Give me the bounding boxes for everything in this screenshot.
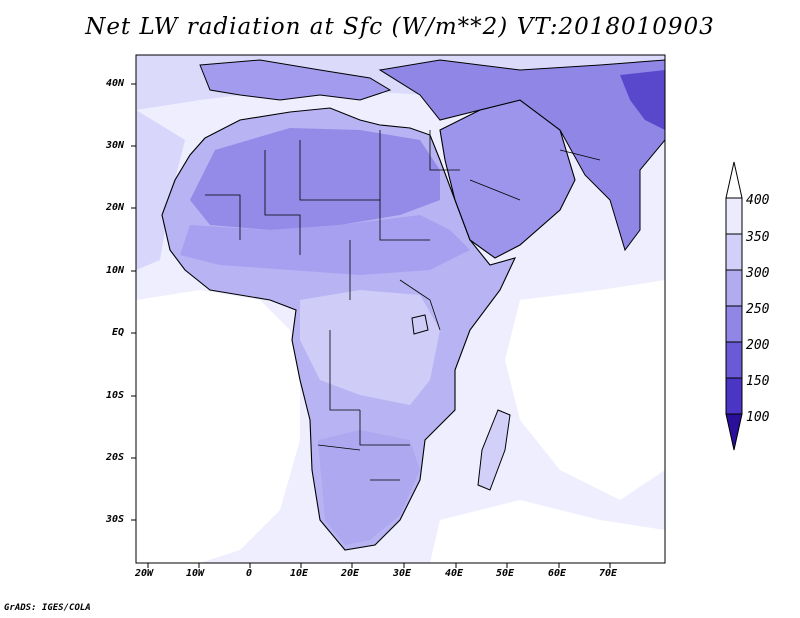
x-tick-label: 50E [496, 568, 515, 579]
colorbar-segment [725, 341, 743, 379]
colorbar-over-arrow [725, 161, 743, 199]
high-flux-zone-south [430, 500, 665, 563]
middle-east-land [378, 59, 665, 252]
colorbar [725, 161, 743, 451]
y-tick-label: 30S [106, 514, 125, 525]
colorbar-label: 400 [746, 193, 770, 208]
map-frame [135, 54, 666, 564]
colorbar-label: 350 [746, 230, 770, 245]
high-flux-zone-indian [505, 280, 665, 500]
y-tick-label: 20S [106, 452, 125, 463]
y-tick-label: 20N [106, 202, 125, 213]
y-tick-label: 40N [106, 78, 125, 89]
central-africa-light [300, 290, 440, 405]
x-tick-label: 60E [548, 568, 567, 579]
colorbar-segment [725, 269, 743, 307]
himalaya-dark [620, 70, 665, 130]
lake-victoria [411, 314, 429, 335]
x-tick-label: 30E [393, 568, 412, 579]
colorbar-label: 100 [746, 410, 770, 425]
colorbar-label: 200 [746, 338, 770, 353]
tick-marks [131, 83, 611, 568]
colorbar-label: 250 [746, 302, 770, 317]
y-tick-label: 30N [106, 140, 125, 151]
europe-land [199, 59, 392, 101]
colorbar-segment [725, 233, 743, 271]
x-tick-label: 10W [186, 568, 205, 579]
x-tick-label: 0 [246, 568, 253, 579]
x-tick-label: 40E [445, 568, 464, 579]
colorbar-under-arrow [725, 413, 743, 451]
sahel-band [180, 215, 470, 275]
madagascar-land [477, 409, 511, 491]
y-tick-label: EQ [112, 327, 125, 338]
map-title: Net LW radiation at Sfc (W/m**2) VT:2018… [85, 14, 715, 40]
footer-credit: GrADS: IGES/COLA [4, 603, 91, 613]
y-tick-label: 10S [106, 390, 125, 401]
colorbar-segment [725, 197, 743, 235]
country-borders [205, 130, 601, 481]
colorbar-segment [725, 377, 743, 415]
southern-africa [318, 430, 420, 545]
y-tick-label: 10N [106, 265, 125, 276]
sahara-desert [190, 128, 440, 230]
x-tick-label: 20W [135, 568, 154, 579]
colorbar-label: 300 [746, 266, 770, 281]
colorbar-label: 150 [746, 374, 770, 389]
high-flux-zone-atlantic [136, 290, 300, 563]
x-tick-label: 10E [290, 568, 309, 579]
x-tick-label: 70E [599, 568, 618, 579]
x-tick-label: 20E [341, 568, 360, 579]
colorbar-segment [725, 305, 743, 343]
west-atlantic-tint [136, 110, 185, 270]
